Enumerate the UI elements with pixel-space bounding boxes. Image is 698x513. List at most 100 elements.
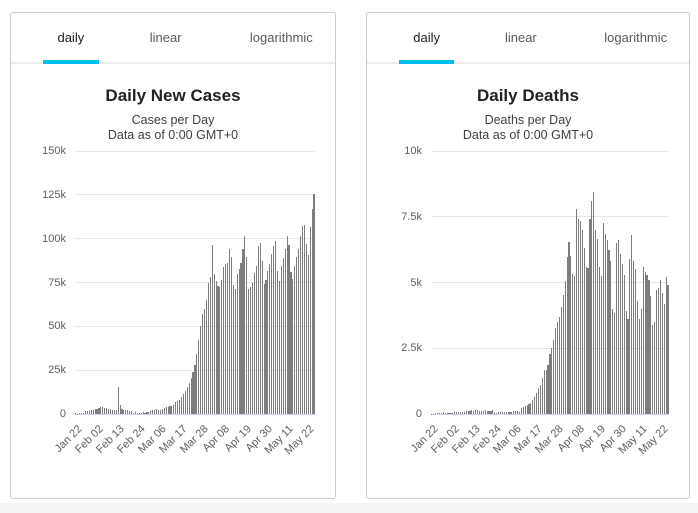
bar[interactable] <box>492 410 494 414</box>
bar[interactable] <box>661 293 663 414</box>
bar[interactable] <box>494 412 496 414</box>
bar[interactable] <box>558 316 561 414</box>
bar[interactable] <box>478 411 481 414</box>
bar[interactable] <box>635 269 637 414</box>
bar[interactable] <box>177 400 179 414</box>
bar[interactable] <box>294 265 296 414</box>
bar[interactable] <box>301 225 304 414</box>
bar[interactable] <box>621 264 623 414</box>
bar[interactable] <box>190 378 192 414</box>
bar[interactable] <box>152 410 154 414</box>
bar[interactable] <box>435 413 437 414</box>
bar[interactable] <box>154 409 156 414</box>
bar[interactable] <box>100 407 102 414</box>
bar[interactable] <box>484 410 486 414</box>
bar[interactable] <box>517 411 519 414</box>
bar[interactable] <box>598 266 601 414</box>
bar[interactable] <box>273 245 275 414</box>
bar[interactable] <box>173 404 175 414</box>
bar[interactable] <box>469 411 471 414</box>
bar[interactable] <box>596 239 599 414</box>
bar[interactable] <box>200 326 202 414</box>
bar[interactable] <box>255 266 257 414</box>
bar[interactable] <box>636 300 639 414</box>
bar[interactable] <box>488 410 490 414</box>
bar[interactable] <box>591 200 593 414</box>
bar[interactable] <box>646 274 648 414</box>
bar[interactable] <box>303 224 305 414</box>
bar[interactable] <box>182 393 184 414</box>
bar[interactable] <box>129 410 131 414</box>
bar[interactable] <box>585 266 587 414</box>
bar[interactable] <box>299 235 302 414</box>
bar[interactable] <box>446 412 448 414</box>
bar[interactable] <box>117 387 119 414</box>
bar[interactable] <box>513 411 515 414</box>
bar[interactable] <box>280 266 282 414</box>
bar[interactable] <box>467 411 469 414</box>
bar[interactable] <box>505 412 507 414</box>
bar[interactable] <box>263 283 265 414</box>
bar[interactable] <box>623 274 625 414</box>
bar[interactable] <box>537 388 540 414</box>
tab-linear[interactable]: linear <box>118 13 214 62</box>
bar[interactable] <box>528 404 530 414</box>
bar[interactable] <box>482 411 484 414</box>
bar[interactable] <box>96 409 98 414</box>
bar[interactable] <box>221 279 223 414</box>
bar[interactable] <box>230 256 232 414</box>
bar[interactable] <box>454 412 456 414</box>
bar[interactable] <box>276 270 279 414</box>
bar[interactable] <box>132 412 135 414</box>
bar[interactable] <box>465 411 467 414</box>
tab-daily[interactable]: daily <box>398 13 455 64</box>
bar[interactable] <box>606 240 608 414</box>
tab-linear[interactable]: linear <box>473 13 568 62</box>
bar[interactable] <box>292 279 294 414</box>
bar[interactable] <box>111 409 113 414</box>
bar[interactable] <box>477 410 479 414</box>
bar[interactable] <box>633 261 635 414</box>
bar[interactable] <box>267 271 269 414</box>
bar[interactable] <box>234 288 236 414</box>
bar[interactable] <box>456 412 458 414</box>
bar[interactable] <box>644 271 646 414</box>
bar[interactable] <box>288 244 290 414</box>
bar[interactable] <box>665 277 667 414</box>
bar[interactable] <box>501 412 503 414</box>
bar[interactable] <box>136 413 138 414</box>
bar[interactable] <box>115 410 117 414</box>
bar[interactable] <box>461 411 463 414</box>
bar[interactable] <box>532 399 534 414</box>
bar[interactable] <box>213 273 215 414</box>
bar[interactable] <box>602 223 604 414</box>
bar[interactable] <box>113 410 115 414</box>
bar[interactable] <box>171 405 173 414</box>
bar[interactable] <box>437 413 439 414</box>
bar[interactable] <box>296 257 298 414</box>
bar[interactable] <box>490 411 492 414</box>
bar[interactable] <box>507 412 509 414</box>
bar[interactable] <box>509 411 511 414</box>
bar[interactable] <box>163 407 165 414</box>
bar[interactable] <box>652 324 654 414</box>
bar[interactable] <box>547 365 549 414</box>
bar[interactable] <box>134 412 136 414</box>
bar[interactable] <box>638 319 641 414</box>
bar[interactable] <box>515 411 517 414</box>
bar[interactable] <box>123 410 125 414</box>
bar[interactable] <box>157 409 160 414</box>
bar[interactable] <box>144 412 146 414</box>
bar[interactable] <box>253 273 256 414</box>
bar[interactable] <box>581 229 583 414</box>
bar[interactable] <box>526 404 528 414</box>
tab-logarithmic[interactable]: logarithmic <box>228 13 335 62</box>
bar[interactable] <box>84 410 87 414</box>
bar[interactable] <box>194 364 196 414</box>
bar[interactable] <box>246 257 248 414</box>
bar[interactable] <box>142 412 144 414</box>
bar[interactable] <box>161 409 163 414</box>
bar[interactable] <box>228 248 231 414</box>
bar[interactable] <box>286 236 288 414</box>
bar[interactable] <box>309 227 311 414</box>
